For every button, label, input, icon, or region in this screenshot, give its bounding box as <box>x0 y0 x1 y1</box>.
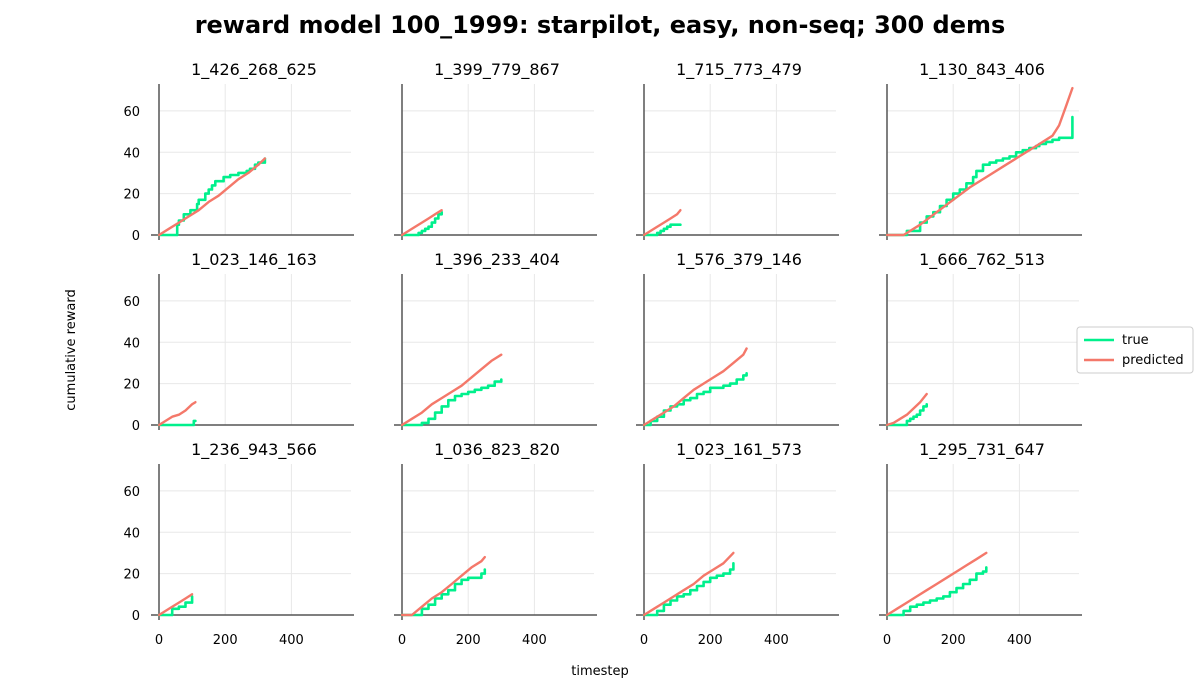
y-tick-label: 20 <box>123 568 140 583</box>
panel-11: 0 200 400 1_023_161_573 <box>636 440 839 648</box>
panel-title: 1_666_762_513 <box>919 250 1045 270</box>
panel-title: 1_023_146_163 <box>191 250 317 270</box>
series-line-predicted <box>642 209 682 237</box>
x-tick-label: 200 <box>698 633 723 648</box>
x-tick-label: 0 <box>640 633 648 648</box>
y-axis-label: cumulative reward <box>64 289 79 410</box>
panel-title: 1_426_268_625 <box>191 60 317 80</box>
panel-12: 0 200 400 1_295_731_647 <box>879 440 1082 648</box>
series-line-true <box>642 223 682 237</box>
series-line-true <box>885 566 988 617</box>
x-tick-label: 400 <box>279 633 304 648</box>
y-tick-label: 40 <box>123 526 140 541</box>
series-line-true <box>642 372 748 427</box>
panel-3: 1_715_773_479 <box>636 60 839 240</box>
panel-title: 1_130_843_406 <box>919 60 1045 80</box>
figure-title: reward model 100_1999: starpilot, easy, … <box>195 11 1006 39</box>
x-tick-label: 400 <box>522 633 547 648</box>
x-tick-label: 0 <box>398 633 406 648</box>
series-line-predicted <box>400 353 503 427</box>
panel-title: 1_236_943_566 <box>191 440 317 460</box>
series-line-true <box>885 403 928 427</box>
series-line-true <box>157 419 197 427</box>
y-tick-label: 0 <box>132 609 140 624</box>
series-line-predicted <box>157 157 267 237</box>
series-line-predicted <box>885 86 1074 237</box>
x-tick-label: 400 <box>764 633 789 648</box>
legend: true predicted <box>1076 326 1194 374</box>
x-tick-label: 200 <box>456 633 481 648</box>
x-axis-label: timestep <box>571 664 629 679</box>
x-tick-label: 200 <box>213 633 238 648</box>
panel-5: 0 20 40 60 1_023_146_163 <box>123 250 354 434</box>
series-line-predicted <box>642 551 735 617</box>
x-tick-label: 0 <box>883 633 891 648</box>
series-line-true <box>400 210 443 237</box>
y-tick-label: 20 <box>123 188 140 203</box>
y-tick-label: 0 <box>132 229 140 244</box>
x-tick-label: 0 <box>155 633 163 648</box>
legend-box <box>1076 326 1194 374</box>
series-line-predicted <box>400 555 486 617</box>
panel-title: 1_399_779_867 <box>434 60 560 80</box>
y-tick-label: 60 <box>123 485 140 500</box>
panel-4: 1_130_843_406 <box>879 60 1082 240</box>
y-tick-label: 20 <box>123 378 140 393</box>
panel-7: 1_576_379_146 <box>636 250 839 430</box>
series-line-predicted <box>400 209 443 237</box>
y-tick-label: 40 <box>123 146 140 161</box>
panel-title: 1_576_379_146 <box>676 250 802 270</box>
series-line-true <box>642 562 735 617</box>
y-tick-label: 60 <box>123 105 140 120</box>
series-line-true <box>157 157 267 237</box>
series-line-predicted <box>157 401 197 427</box>
panel-title: 1_715_773_479 <box>676 60 802 80</box>
panel-10: 0 200 400 1_036_823_820 <box>394 440 597 648</box>
panel-title: 1_023_161_573 <box>676 440 802 460</box>
series-line-true <box>400 568 487 617</box>
panel-title: 1_396_233_404 <box>434 250 560 270</box>
legend-label-predicted: predicted <box>1122 353 1184 368</box>
panel-2: 1_399_779_867 <box>394 60 597 240</box>
series-line-true <box>885 115 1074 237</box>
panel-1: 0 20 40 60 1_426_268_625 <box>123 60 354 244</box>
series-line-predicted <box>885 551 988 617</box>
panel-title: 1_036_823_820 <box>434 440 560 460</box>
panel-8: 1_666_762_513 <box>879 250 1082 430</box>
x-tick-label: 400 <box>1007 633 1032 648</box>
series-line-true <box>400 378 503 427</box>
legend-label-true: true <box>1122 333 1149 348</box>
panel-title: 1_295_731_647 <box>919 440 1045 460</box>
series-line-predicted <box>642 347 748 427</box>
series-line-predicted <box>885 392 928 427</box>
y-tick-label: 60 <box>123 295 140 310</box>
series-line-true <box>157 595 194 617</box>
series-line-predicted <box>157 593 194 617</box>
panels-grid: 0 20 40 60 1_426_268_625 1_399_779_867 1_715_7… <box>123 60 1082 648</box>
x-tick-label: 200 <box>941 633 966 648</box>
y-tick-label: 40 <box>123 336 140 351</box>
panel-6: 1_396_233_404 <box>394 250 597 430</box>
y-tick-label: 0 <box>132 419 140 434</box>
panel-9: 0 20 40 60 0 200 400 1_236_943_566 <box>123 440 354 648</box>
